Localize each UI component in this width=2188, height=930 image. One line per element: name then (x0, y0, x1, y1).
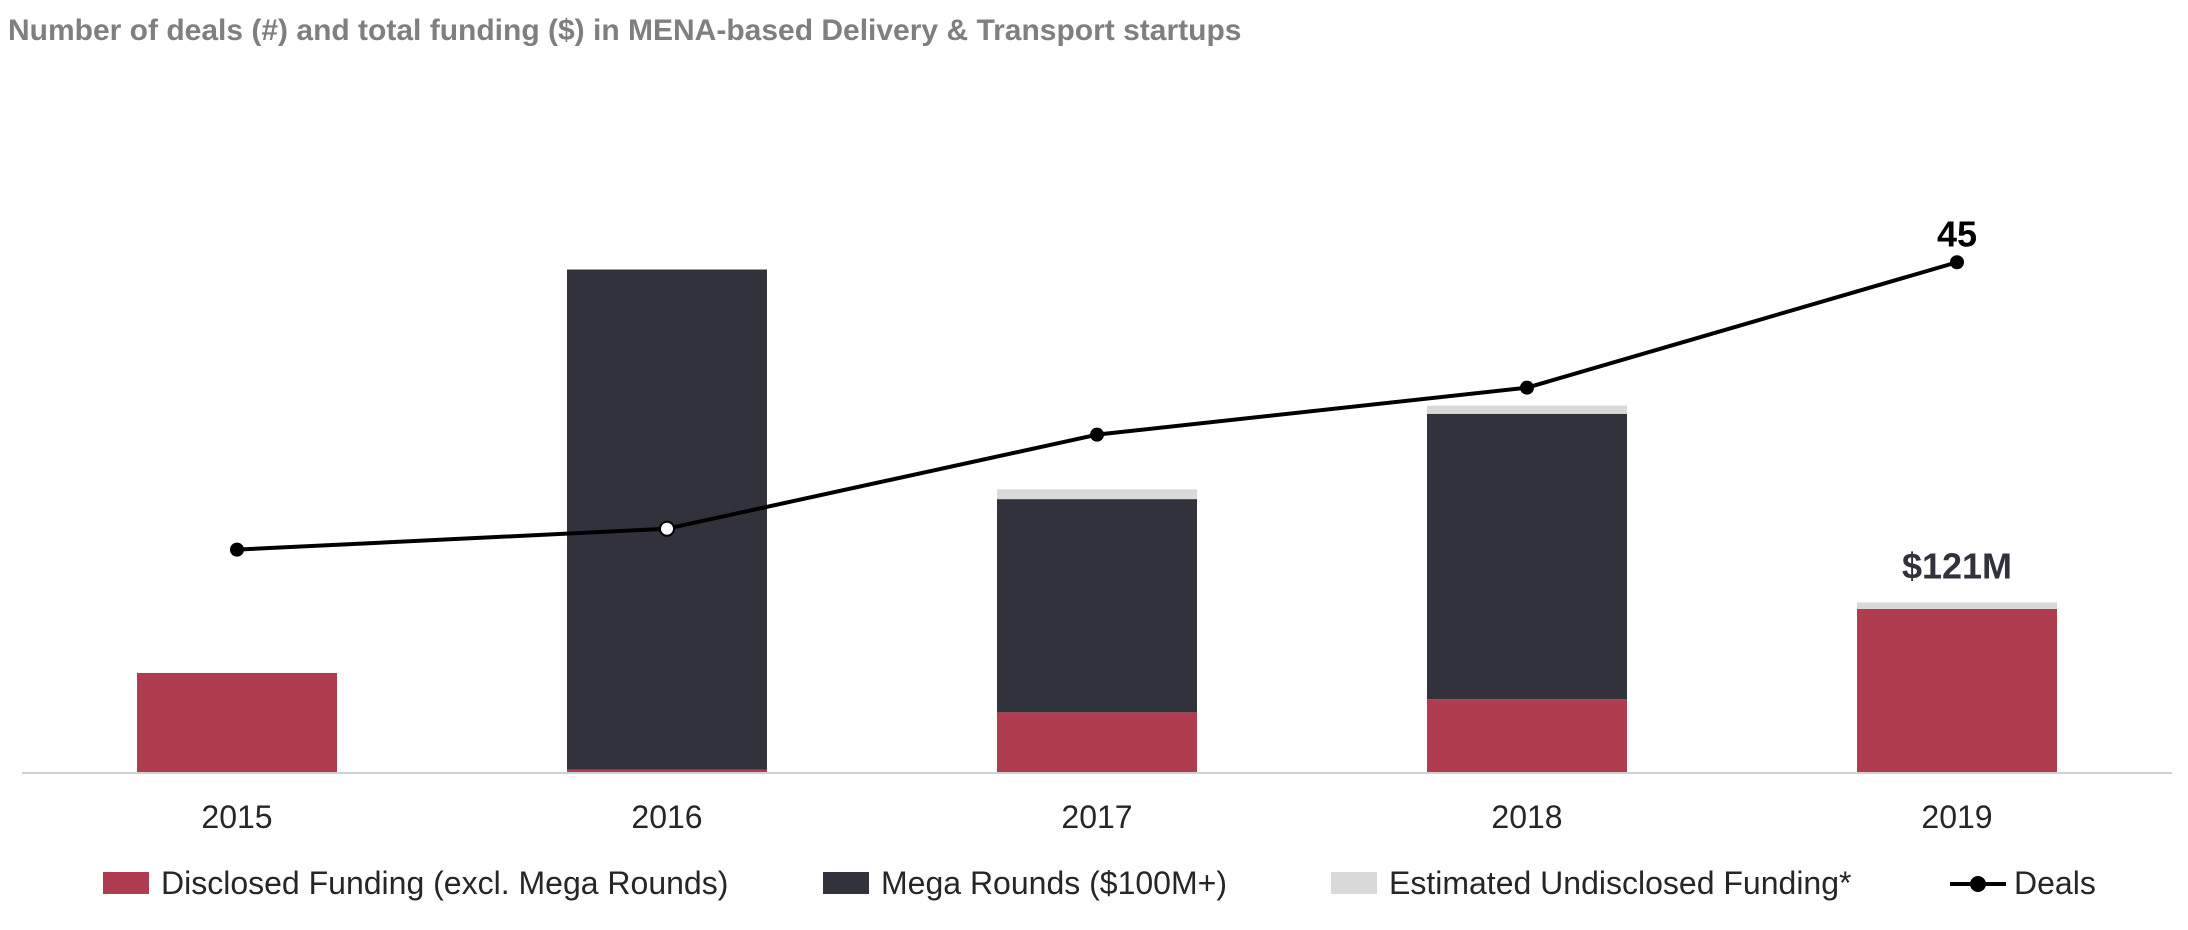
deals-point-2015 (230, 542, 244, 557)
deals-point-2017 (1090, 427, 1104, 442)
legend-label-undisclosed: Estimated Undisclosed Funding* (1389, 864, 1852, 901)
x-tick-label-2017: 2017 (1061, 799, 1132, 835)
deals-point-2019 (1950, 255, 1964, 270)
legend-item-disclosed: Disclosed Funding (excl. Mega Rounds) (103, 858, 728, 908)
bar-2019-series-0 (1857, 609, 2057, 773)
x-tick-label-2016: 2016 (631, 799, 702, 835)
bar-2018-series-1 (1427, 413, 1627, 700)
bar-2016-series-1 (567, 269, 767, 770)
legend-label-deals: Deals (2014, 864, 2096, 901)
legend-label-disclosed: Disclosed Funding (excl. Mega Rounds) (161, 864, 729, 901)
legend-item-undisclosed: Estimated Undisclosed Funding* (1331, 858, 1851, 908)
bar-2017-series-1 (997, 499, 1197, 713)
bar-2017-series-2 (997, 489, 1197, 500)
chart-title: Number of deals (#) and total funding ($… (8, 14, 1242, 47)
legend-swatch-undisclosed (1331, 872, 1377, 894)
legend-label-mega: Mega Rounds ($100M+) (881, 864, 1227, 901)
bar-2015-series-0 (137, 672, 337, 773)
bar-2016-series-0 (567, 769, 767, 773)
legend-swatch-deals (1950, 872, 2006, 894)
legend-item-deals: Deals (1950, 858, 2096, 908)
data-label-2019-total: $121M (1902, 545, 2012, 586)
bar-2019-series-2 (1857, 602, 2057, 609)
bar-2018-series-2 (1427, 405, 1627, 414)
deals-point-2018 (1520, 380, 1534, 395)
legend-swatch-disclosed (103, 872, 149, 894)
x-tick-label-2015: 2015 (201, 799, 272, 835)
x-tick-label-2019: 2019 (1921, 799, 1992, 835)
data-label-2019-deals: 45 (1937, 213, 1977, 254)
chart-legend: Disclosed Funding (excl. Mega Rounds) Me… (0, 858, 2188, 908)
x-tick-label-2018: 2018 (1491, 799, 1562, 835)
deals-point-2016 (659, 520, 675, 537)
bar-2017-series-0 (997, 712, 1197, 773)
chart-plot: 2015 2016 2017 2018 2019 45 $121M (22, 213, 2172, 835)
legend-item-mega: Mega Rounds ($100M+) (823, 858, 1227, 908)
legend-swatch-mega (823, 872, 869, 894)
bar-2018-series-0 (1427, 699, 1627, 773)
